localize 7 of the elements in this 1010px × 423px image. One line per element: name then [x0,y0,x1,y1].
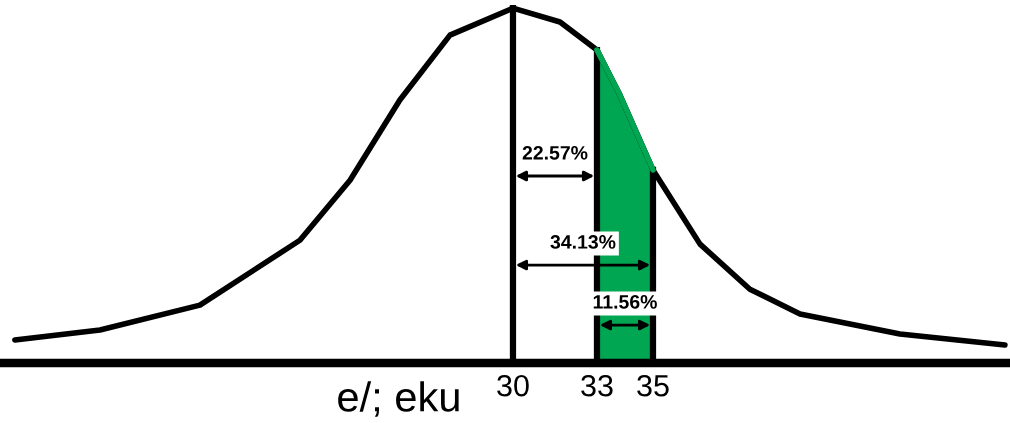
annotation: 11.56% [593,295,657,309]
x-tick-label: 33 [581,374,613,397]
x-tick-label: 30 [497,374,529,397]
annotation: 22.57% [522,145,588,160]
x-axis-title: e/; eku [338,381,459,417]
x-tick-label: 35 [637,374,669,397]
annotation: 34.13% [550,235,616,249]
